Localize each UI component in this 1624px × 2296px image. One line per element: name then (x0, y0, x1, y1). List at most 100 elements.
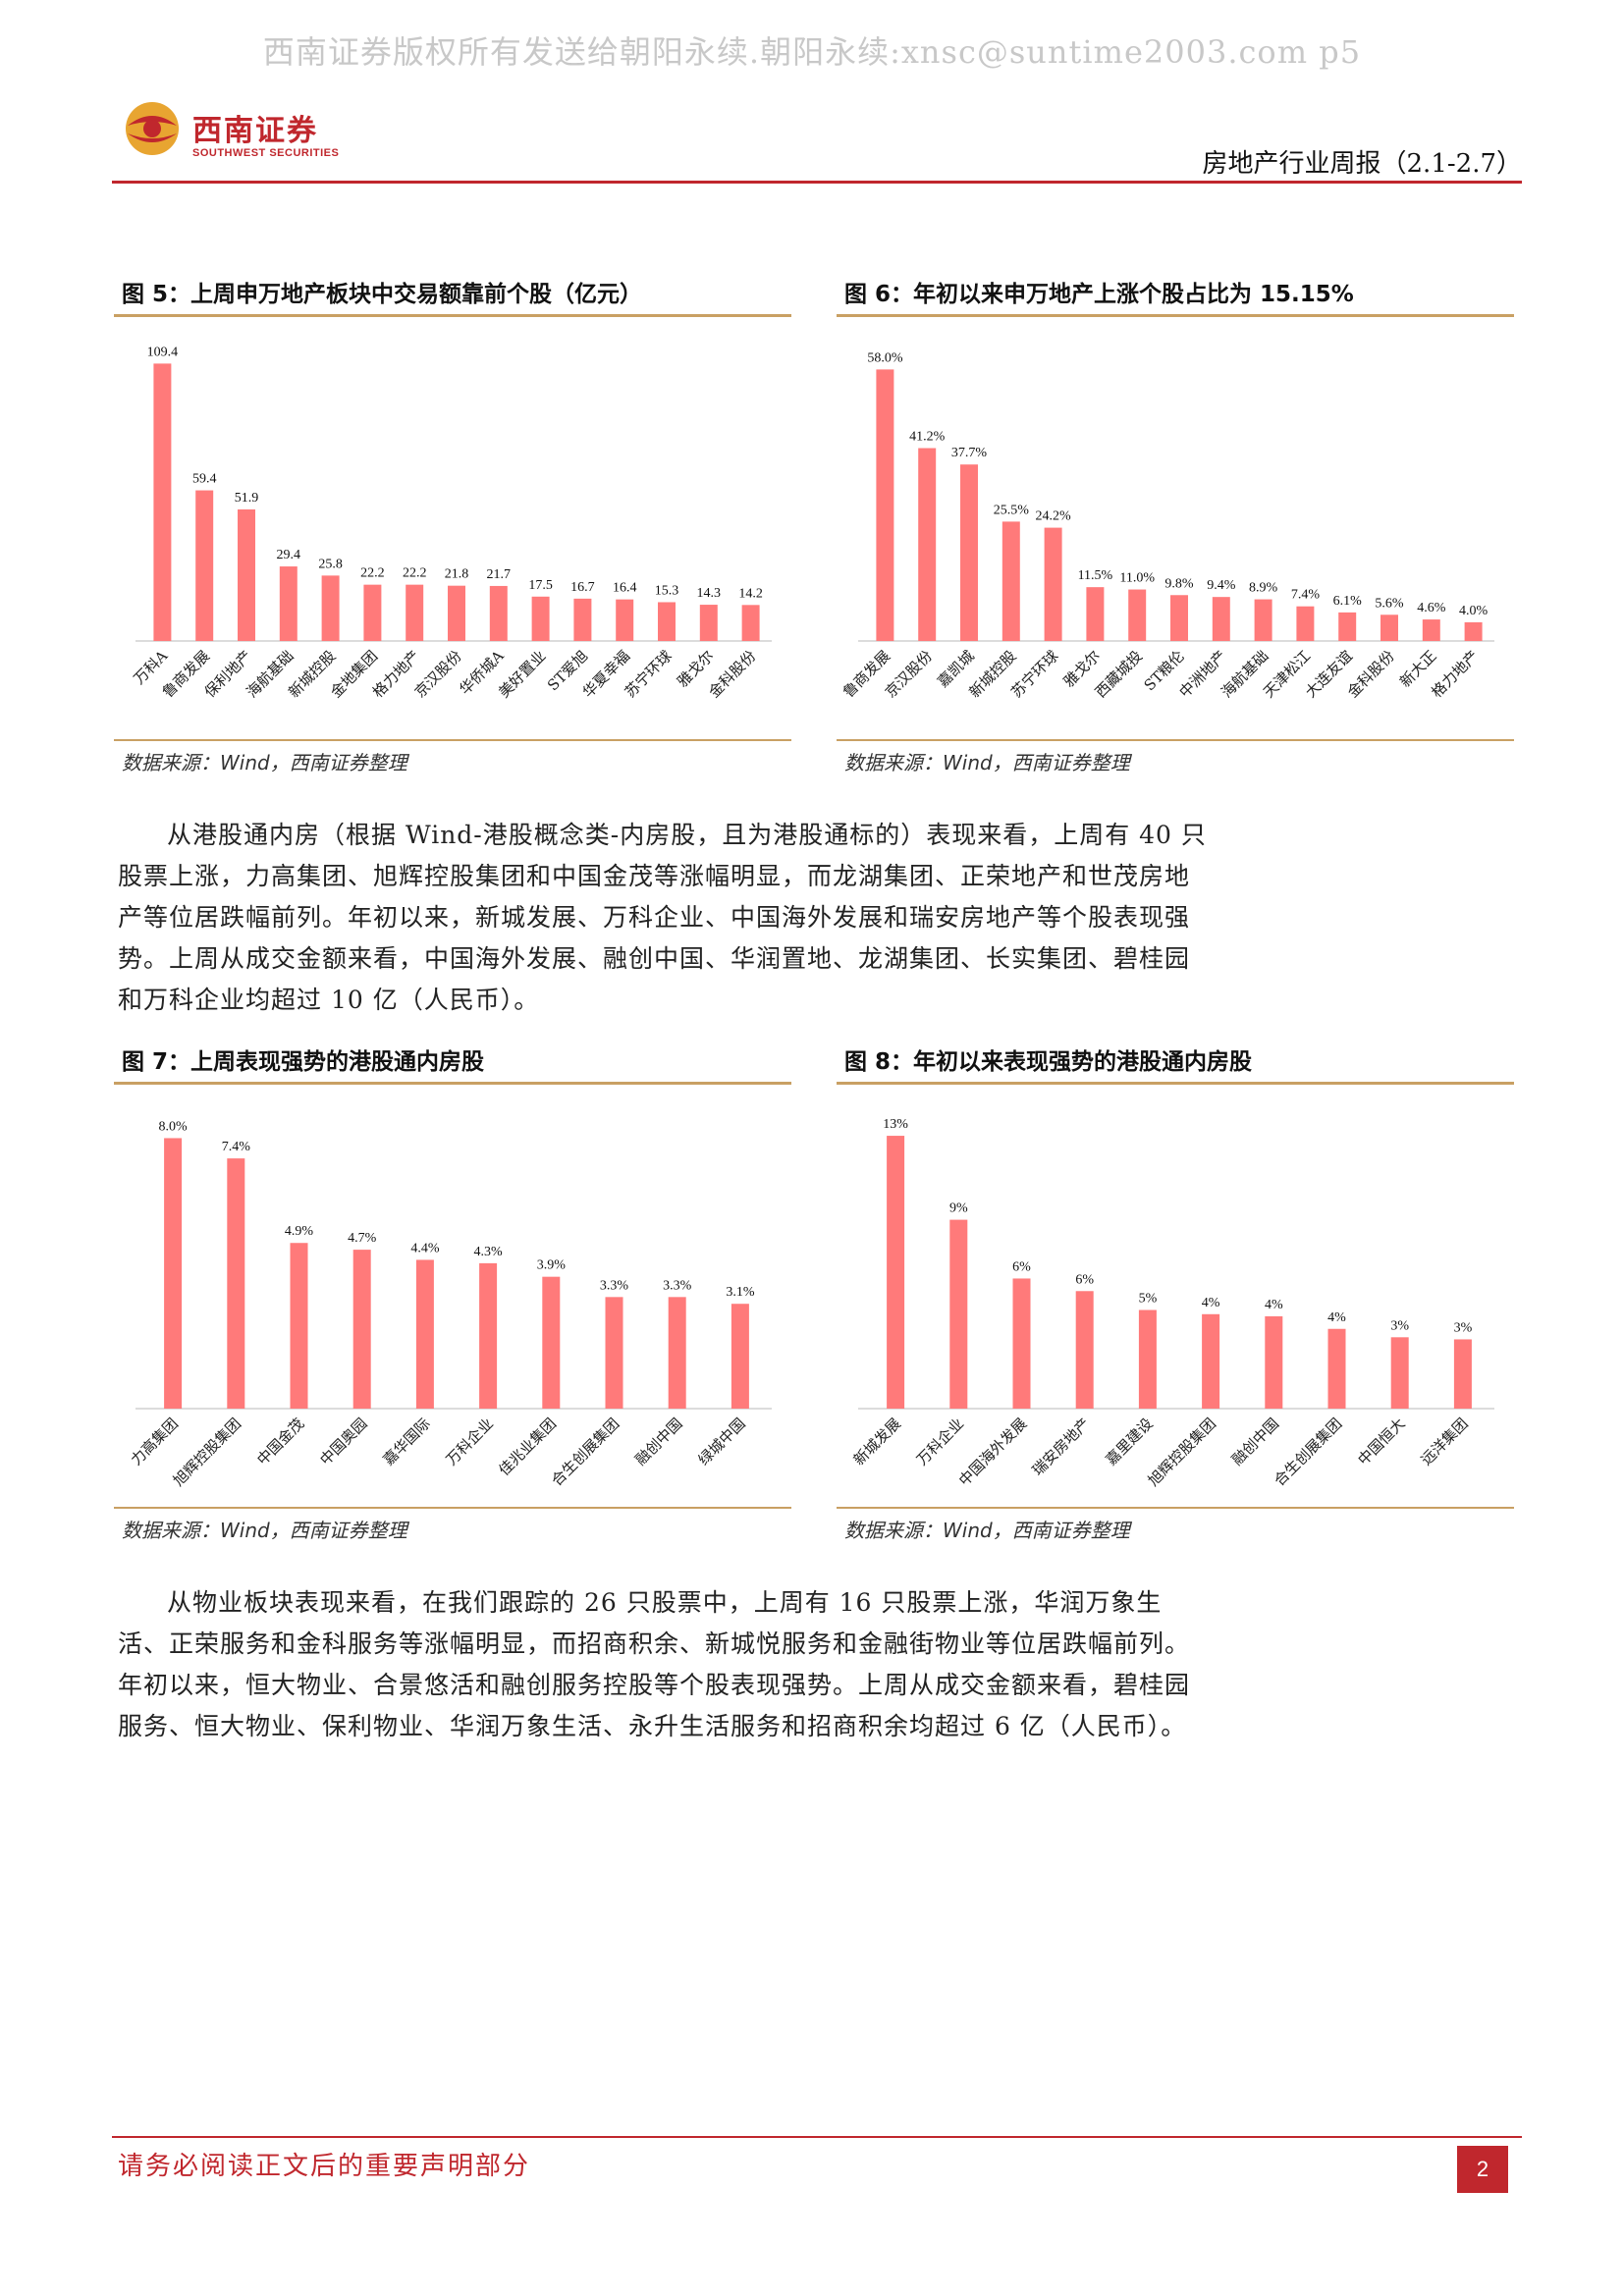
data-label: 58.0% (867, 350, 903, 365)
data-label: 25.5% (994, 503, 1030, 517)
data-label: 5.6% (1375, 596, 1404, 611)
bar (876, 369, 894, 641)
data-label: 3% (1390, 1318, 1409, 1333)
bar (1464, 621, 1483, 641)
bar (542, 1276, 561, 1409)
bar (1265, 1315, 1283, 1409)
figure-5: 图 5：上周申万地产板块中交易额靠前个股（亿元） 109.4 万科A 59.4 鲁商发… (114, 275, 791, 784)
bar (1390, 1337, 1409, 1409)
bar (352, 1250, 371, 1409)
bar-chart: 13% 新城发展 9% 万科企业 6% 中国海外发展 6% 瑞安房地产 5% 嘉里建设 4% 旭辉控股… (837, 1085, 1514, 1507)
bar (1012, 1278, 1031, 1409)
figure-title: 图 8：年初以来表现强势的港股通内房股 (844, 1049, 1253, 1075)
figure-8: 图 8：年初以来表现强势的港股通内房股 13% 新城发展 9% 万科企业 6% 中国海外发… (837, 1042, 1514, 1552)
chart-svg: 58.0%鲁商发展41.2%京汉股份37.7%嘉凯城25.5%新城控股24.2%… (839, 350, 1494, 701)
category-label: 绿城中国 (695, 1415, 749, 1468)
figure-source: 数据来源：Wind，西南证券整理 (844, 1519, 1130, 1542)
paragraph-hk-property: 从港股通内房（根据 Wind-港股概念类-内房股，且为港股通标的）表现来看，上周… (118, 821, 1207, 1014)
bar (1422, 619, 1440, 641)
data-label: 9.4% (1207, 578, 1236, 593)
category-label: 嘉华国际 (380, 1415, 434, 1468)
bar (741, 605, 760, 641)
data-label: 14.2 (738, 586, 763, 601)
category-label: 佳兆业集团 (495, 1415, 560, 1479)
figure-source: 数据来源：Wind，西南证券整理 (844, 751, 1130, 774)
category-label: 融创中国 (631, 1415, 685, 1468)
data-label: 4.7% (348, 1231, 377, 1246)
category-label: 嘉里建设 (1103, 1415, 1157, 1468)
paragraph-property-services: 从物业板块表现来看，在我们跟踪的 26 只股票中，上周有 16 只股票上涨，华润… (118, 1588, 1191, 1740)
bar (1338, 612, 1357, 641)
data-label: 11.0% (1119, 571, 1155, 586)
data-label: 4.4% (410, 1241, 440, 1255)
bar (415, 1259, 434, 1409)
data-label: 15.3 (655, 583, 679, 598)
bar (960, 464, 978, 641)
bar (195, 490, 214, 641)
data-label: 29.4 (277, 548, 301, 562)
bar (1202, 1313, 1220, 1409)
bar (227, 1158, 245, 1409)
bar (573, 598, 592, 641)
category-label: 万科企业 (913, 1415, 967, 1468)
bar-chart: 8.0% 力高集团 7.4% 旭辉控股集团 4.9% 中国金茂 4.7% 中国奥园 4.4% 嘉华… (114, 1085, 791, 1507)
bar (1138, 1309, 1157, 1409)
bar (1170, 595, 1188, 641)
bar (668, 1297, 686, 1409)
bar (918, 448, 937, 641)
figure-top-rule (837, 314, 1514, 317)
category-label: 金科股份 (705, 647, 759, 701)
data-label: 7.4% (1291, 588, 1321, 603)
category-label: 旭辉控股集团 (170, 1415, 244, 1489)
figure-6: 图 6：年初以来申万地产上涨个股占比为 15.15% 58.0% 鲁商发展 41.2… (837, 275, 1514, 784)
data-label: 3.1% (726, 1285, 755, 1300)
data-label: 17.5 (528, 578, 553, 593)
bar (1212, 597, 1230, 641)
category-label: 金科股份 (1344, 647, 1398, 701)
bar (1001, 521, 1020, 641)
data-label: 4.3% (474, 1245, 503, 1259)
bar (949, 1219, 968, 1409)
bar (1380, 614, 1398, 641)
category-label: 京汉股份 (882, 647, 936, 701)
logo-chinese-name: 西南证券 (192, 114, 318, 148)
bar-chart: 58.0% 鲁商发展 41.2% 京汉股份 37.7% 嘉凯城 25.5% 新城控股 24.2%… (837, 317, 1514, 739)
data-label: 51.9 (235, 491, 259, 506)
data-label: 11.5% (1078, 568, 1113, 583)
data-label: 6% (1012, 1259, 1031, 1274)
bar (1044, 527, 1062, 641)
data-label: 8.9% (1249, 581, 1278, 596)
data-label: 6% (1075, 1272, 1094, 1287)
bar (531, 596, 550, 641)
category-label: 远洋集团 (1418, 1415, 1472, 1468)
category-label: 苏宁环球 (622, 647, 676, 701)
data-label: 4.6% (1417, 601, 1446, 615)
bar (1128, 589, 1147, 641)
data-label: 9% (949, 1201, 968, 1216)
data-label: 22.2 (360, 566, 385, 581)
data-label: 4% (1327, 1310, 1346, 1325)
chart-svg: 109.4万科A59.4鲁商发展51.9保利地产29.4海航基础25.8新城控股… (131, 345, 772, 701)
data-label: 24.2% (1036, 509, 1072, 524)
data-label: 21.8 (445, 567, 469, 582)
company-logo: 西南证券 SOUTHWEST SECURITIES (124, 98, 359, 169)
report-title: 房地产行业周报（2.1-2.7） (1202, 149, 1522, 179)
category-label: 万科企业 (443, 1415, 497, 1468)
data-label: 13% (883, 1117, 908, 1132)
bar (321, 575, 340, 641)
category-label: 中国恒大 (1354, 1415, 1408, 1468)
bar (238, 508, 255, 641)
data-label: 4.0% (1459, 604, 1489, 618)
bar (406, 584, 424, 641)
figure-top-rule (114, 314, 791, 317)
figure-bottom-rule (114, 739, 791, 741)
data-label: 22.2 (403, 566, 427, 581)
data-label: 25.8 (318, 557, 343, 571)
data-label: 5% (1139, 1292, 1158, 1307)
data-label: 4% (1202, 1296, 1220, 1310)
bar (1254, 599, 1272, 641)
bar (1453, 1339, 1472, 1409)
bar (153, 363, 172, 641)
figure-top-rule (837, 1082, 1514, 1085)
bar (887, 1136, 905, 1409)
